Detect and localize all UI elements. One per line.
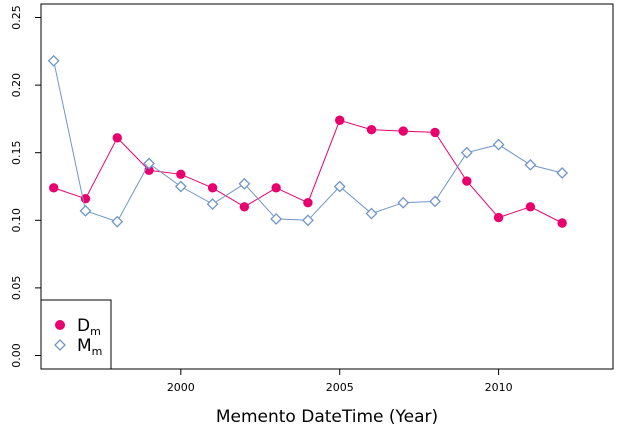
legend-label-m-sub: m [92,345,103,358]
data-point-m [79,204,92,217]
data-point-m [397,196,410,209]
data-point-d [398,126,408,136]
data-point-d [430,127,440,138]
data-point-d [525,202,536,212]
data-point-m [556,167,569,179]
y-tick-label: 0.25 [10,5,23,30]
data-point-m [492,138,505,151]
series-line-m [53,60,563,223]
data-point-d [366,125,377,135]
legend-box [40,299,112,370]
legend-marker-m [54,339,66,351]
data-point-m [111,215,124,228]
data-point-d [239,202,250,212]
y-tick-label: 0.20 [10,73,23,98]
data-point-d [49,183,59,193]
data-point-m [429,195,441,208]
legend-marker-d [55,320,65,330]
data-point-m [238,177,251,190]
legend-label-d-sub: m [90,325,101,338]
data-point-d [303,198,313,208]
data-point-m [460,146,473,159]
data-point-d [493,212,504,223]
x-tick-label: 2010 [485,381,513,394]
data-point-m [206,198,219,210]
data-point-d [112,133,122,143]
data-point-d [271,183,281,193]
x-tick-label: 2000 [167,381,195,394]
data-point-m [47,54,60,67]
data-point-m [174,180,187,193]
series-line-d [53,119,563,224]
legend-label-d: Dm [77,316,101,338]
y-axis: 0.00 0.05 0.10 0.15 0.20 0.25 [10,5,42,368]
legend: Dm Mm [40,299,112,370]
data-point-m [524,158,537,171]
y-tick-label: 0.05 [10,276,23,301]
data-point-m [333,180,346,193]
data-point-d [207,183,218,193]
legend-label-m-main: M [77,336,92,356]
data-point-m [302,214,314,227]
data-point-m [143,157,155,170]
data-point-m [270,213,283,225]
data-point-d [176,169,186,180]
x-tick-label: 2005 [326,381,354,394]
data-point-m [365,207,378,220]
data-point-d [335,115,345,125]
x-axis-title: Memento DateTime (Year) [216,407,438,427]
y-tick-label: 0.15 [10,140,23,165]
series-layer [47,54,569,228]
x-axis: 2000 2005 2010 [167,369,513,394]
plot-frame [40,3,614,370]
data-point-d [557,218,567,228]
y-tick-label: 0.10 [10,208,23,233]
legend-label-m: Mm [77,336,102,358]
legend-label-d-main: D [77,316,90,336]
data-point-d [462,176,472,186]
y-tick-label: 0.00 [10,343,23,368]
